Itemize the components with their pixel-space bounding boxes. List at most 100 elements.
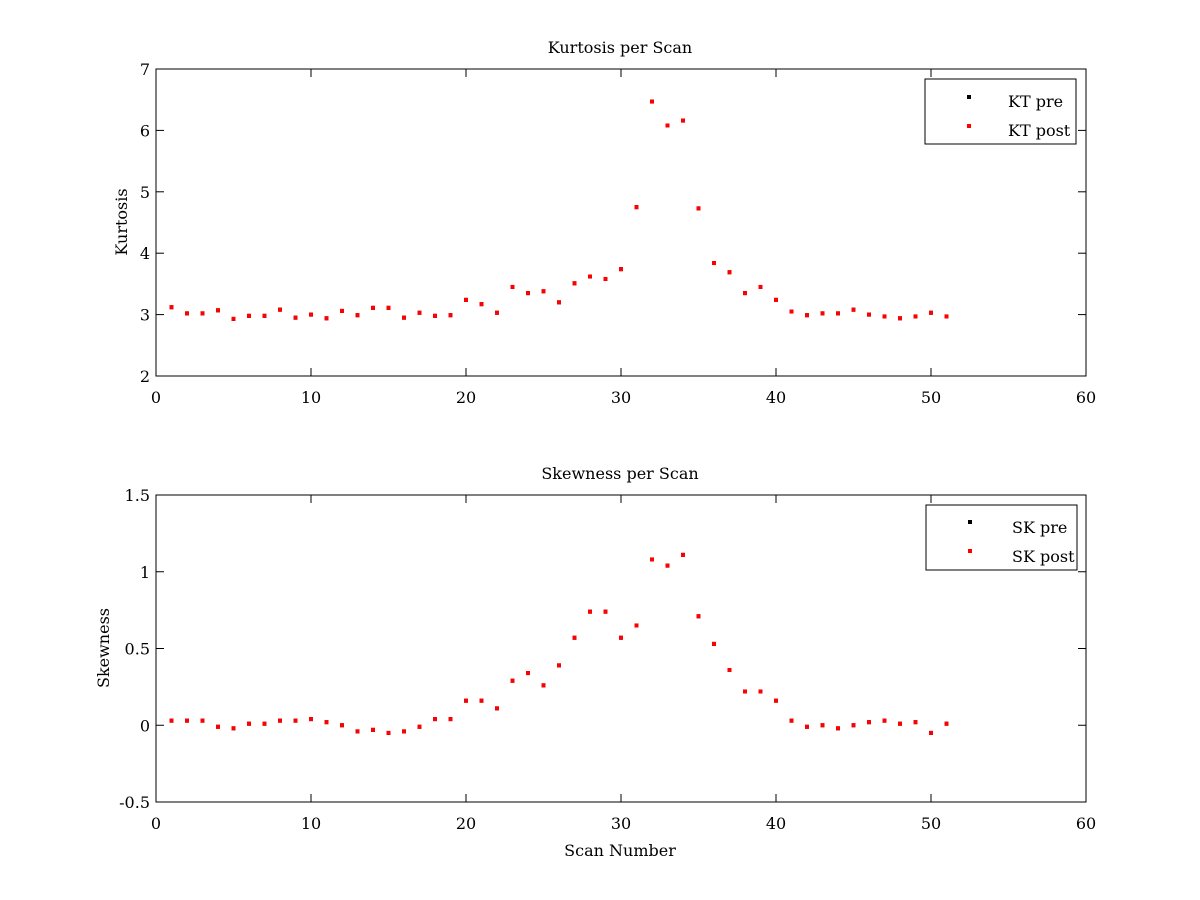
point-sk-post — [758, 689, 763, 694]
point-sk-post — [355, 729, 360, 734]
point-sk-post — [247, 721, 251, 726]
kurtosis-x-tick-label: 50 — [921, 388, 941, 407]
kurtosis-x-tick-label: 30 — [611, 388, 631, 407]
point-kt-post — [417, 310, 422, 315]
point-kt-post — [882, 314, 887, 319]
point-sk-post — [789, 718, 794, 723]
point-kt-post — [588, 274, 592, 279]
point-kt-post — [402, 315, 406, 320]
legend-label-sk-pre: SK pre — [1012, 518, 1067, 537]
point-sk-post — [572, 635, 577, 640]
kurtosis-legend: KT pre KT post — [924, 78, 1077, 145]
kurtosis-x-tick-label: 10 — [301, 388, 321, 407]
point-sk-post — [619, 635, 623, 640]
skewness-y-axis-label: Skewness — [94, 608, 113, 688]
point-sk-post — [867, 720, 871, 725]
point-sk-post — [898, 721, 902, 726]
kurtosis-x-tick-label: 60 — [1076, 388, 1096, 407]
point-sk-post — [929, 730, 933, 735]
point-kt-post — [526, 291, 530, 296]
kurtosis-y-tick-label: 4 — [140, 244, 150, 263]
point-kt-post — [650, 99, 654, 104]
point-sk-post — [231, 726, 236, 731]
point-sk-post — [851, 723, 856, 728]
point-kt-post — [185, 311, 189, 316]
point-kt-post — [634, 205, 639, 210]
point-kt-post — [619, 267, 623, 272]
point-sk-post — [169, 718, 174, 723]
kurtosis-legend-box — [924, 78, 1077, 145]
point-sk-post — [650, 557, 654, 562]
kurtosis-y-tick-label: 2 — [140, 367, 150, 386]
skewness-x-tick-label: 60 — [1076, 814, 1096, 833]
legend-label-kt-pre: KT pre — [1008, 92, 1063, 111]
skewness-x-tick-label: 40 — [766, 814, 786, 833]
point-sk-post — [526, 671, 530, 676]
skewness-axes-box — [155, 494, 1087, 803]
kurtosis-y-tick-label: 6 — [140, 121, 150, 140]
skewness-x-tick-label: 20 — [456, 814, 476, 833]
legend-marker-sk-pre — [968, 520, 972, 524]
point-sk-post — [433, 717, 437, 722]
point-kt-post — [340, 308, 344, 313]
point-sk-post — [588, 609, 592, 614]
point-sk-post — [743, 689, 747, 694]
point-kt-post — [665, 123, 670, 128]
skewness-x-tick-label: 10 — [301, 814, 321, 833]
point-sk-post — [681, 552, 685, 557]
skewness-y-tick-label: 1 — [140, 563, 150, 582]
skewness-x-tick-label: 50 — [921, 814, 941, 833]
point-kt-post — [851, 307, 856, 312]
skewness-y-tick-label: 1.5 — [125, 486, 150, 505]
skewness-panel: Skewness per Scan 0 10 20 30 40 50 60-0.500.51… — [94, 464, 1096, 860]
kurtosis-x-tick-label: 0 — [151, 388, 161, 407]
kurtosis-plot-area — [169, 99, 949, 321]
point-sk-post — [293, 718, 298, 723]
point-kt-post — [774, 297, 778, 302]
point-kt-post — [727, 270, 732, 275]
point-kt-post — [216, 308, 220, 313]
point-sk-post — [309, 717, 313, 722]
point-kt-post — [324, 316, 329, 321]
legend-marker-kt-pre — [967, 95, 971, 99]
point-kt-post — [448, 313, 453, 318]
skewness-legend-box — [925, 504, 1078, 571]
point-kt-post — [169, 305, 174, 310]
point-sk-post — [340, 723, 344, 728]
skewness-legend: SK pre SK post — [925, 504, 1078, 571]
point-sk-post — [216, 724, 220, 729]
point-sk-post — [278, 718, 282, 723]
kurtosis-axes-box — [155, 68, 1087, 377]
point-kt-post — [743, 291, 747, 296]
point-sk-post — [634, 623, 639, 628]
point-sk-post — [386, 730, 391, 735]
point-kt-post — [789, 309, 794, 314]
kurtosis-x-tick-label: 40 — [766, 388, 786, 407]
point-sk-post — [185, 718, 189, 723]
point-kt-post — [355, 313, 360, 318]
point-sk-post — [479, 698, 484, 703]
skewness-plot-area — [169, 552, 949, 735]
point-sk-post — [495, 706, 499, 711]
kurtosis-y-tick-label: 3 — [140, 306, 150, 325]
point-sk-post — [913, 720, 918, 725]
skewness-chart-title: Skewness per Scan — [541, 464, 698, 483]
point-sk-post — [805, 724, 809, 729]
skewness-y-tick-label: 0 — [140, 716, 150, 735]
point-sk-post — [836, 726, 840, 731]
point-sk-post — [727, 667, 732, 672]
point-kt-post — [836, 311, 840, 316]
point-sk-post — [324, 720, 329, 725]
kurtosis-chart-title: Kurtosis per Scan — [548, 38, 692, 57]
point-sk-post — [774, 698, 778, 703]
point-kt-post — [371, 305, 375, 310]
point-kt-post — [944, 314, 949, 319]
point-sk-post — [696, 614, 701, 619]
point-sk-post — [464, 698, 468, 703]
point-sk-post — [448, 717, 453, 722]
point-sk-post — [541, 683, 546, 688]
point-kt-post — [479, 302, 484, 307]
kurtosis-x-tick-label: 20 — [456, 388, 476, 407]
point-kt-post — [557, 300, 561, 305]
